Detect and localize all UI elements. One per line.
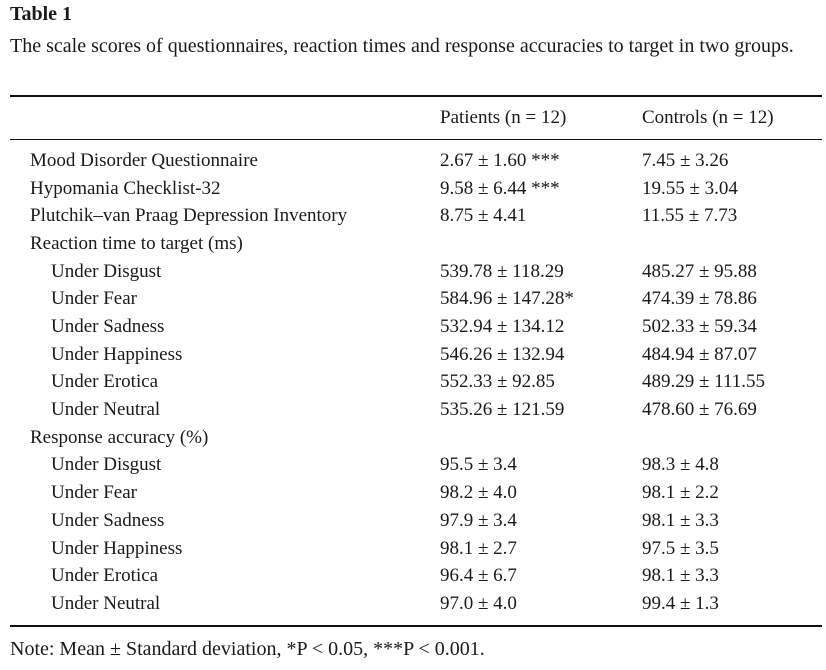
patients-value: 8.75 ± 4.41 [440,205,527,226]
row-label: Mood Disorder Questionnaire [30,150,258,171]
header-controls: Controls (n = 12) [642,107,774,128]
row-label: Under Fear [51,288,137,309]
patients-value: 539.78 ± 118.29 [440,261,564,282]
controls-value: 98.1 ± 3.3 [642,565,719,586]
table-caption-text: The scale scores of questionnaires, reac… [10,35,794,57]
table-row: Hypomania Checklist-32 9.58 ± 6.44 *** 1… [10,175,822,203]
controls-value: 502.33 ± 59.34 [642,316,757,337]
table-row: Under Sadness 97.9 ± 3.4 98.1 ± 3.3 [10,507,822,535]
table-row: Under Disgust 95.5 ± 3.4 98.3 ± 4.8 [10,451,822,479]
controls-value: 485.27 ± 95.88 [642,261,757,282]
controls-value: 484.94 ± 87.07 [642,344,757,365]
patients-value: 96.4 ± 6.7 [440,565,517,586]
table-row: Under Disgust 539.78 ± 118.29 485.27 ± 9… [10,258,822,286]
controls-value: 7.45 ± 3.26 [642,150,729,171]
table-row: Under Sadness 532.94 ± 134.12 502.33 ± 5… [10,313,822,341]
table-row: Under Neutral 535.26 ± 121.59 478.60 ± 7… [10,396,822,424]
patients-value: 9.58 ± 6.44 *** [440,178,560,199]
row-label: Under Fear [51,482,137,503]
controls-value: 19.55 ± 3.04 [642,178,738,199]
row-label: Under Disgust [51,454,162,475]
table-row: Under Fear 584.96 ± 147.28* 474.39 ± 78.… [10,285,822,313]
row-label: Under Happiness [51,538,183,559]
controls-value: 11.55 ± 7.73 [642,205,738,226]
controls-value: 98.3 ± 4.8 [642,454,719,475]
controls-value: 474.39 ± 78.86 [642,288,757,309]
row-label: Under Erotica [51,371,159,392]
patients-value: 98.2 ± 4.0 [440,482,517,503]
patients-value: 552.33 ± 92.85 [440,371,555,392]
table-row: Mood Disorder Questionnaire 2.67 ± 1.60 … [10,147,822,175]
table-row: Under Fear 98.2 ± 4.0 98.1 ± 2.2 [10,479,822,507]
row-label: Plutchik–van Praag Depression Inventory [30,205,348,226]
row-label: Under Sadness [51,316,165,337]
table-row: Plutchik–van Praag Depression Inventory … [10,202,822,230]
controls-value: 489.29 ± 111.55 [642,371,766,392]
table-row: Under Happiness 546.26 ± 132.94 484.94 ±… [10,341,822,369]
patients-value: 535.26 ± 121.59 [440,399,565,420]
table-caption-label: Table 1 [10,3,73,25]
table-row: Under Happiness 98.1 ± 2.7 97.5 ± 3.5 [10,535,822,563]
table-row: Under Erotica 552.33 ± 92.85 489.29 ± 11… [10,368,822,396]
row-label: Under Sadness [51,510,165,531]
table-row: Under Neutral 97.0 ± 4.0 99.4 ± 1.3 [10,590,822,618]
row-label: Under Erotica [51,565,159,586]
row-label: Under Happiness [51,344,183,365]
header-patients: Patients (n = 12) [440,107,567,128]
bottom-rule [10,625,822,627]
section-label: Response accuracy (%) [30,427,209,448]
patients-value: 98.1 ± 2.7 [440,538,517,559]
patients-value: 584.96 ± 147.28* [440,288,574,309]
patients-value: 546.26 ± 132.94 [440,344,565,365]
row-label: Under Disgust [51,261,162,282]
patients-value: 2.67 ± 1.60 *** [440,150,560,171]
table-row: Under Erotica 96.4 ± 6.7 98.1 ± 3.3 [10,562,822,590]
table-note: Note: Mean ± Standard deviation, *P < 0.… [10,638,485,660]
header-rule [10,139,822,140]
section-row-response-accuracy: Response accuracy (%) [10,424,822,452]
controls-value: 98.1 ± 2.2 [642,482,719,503]
patients-value: 95.5 ± 3.4 [440,454,517,475]
controls-value: 478.60 ± 76.69 [642,399,757,420]
controls-value: 98.1 ± 3.3 [642,510,719,531]
row-label: Under Neutral [51,593,161,614]
section-row-reaction-time: Reaction time to target (ms) [10,230,822,258]
controls-value: 97.5 ± 3.5 [642,538,719,559]
row-label: Under Neutral [51,399,161,420]
row-label: Hypomania Checklist-32 [30,178,221,199]
top-rule [10,95,822,97]
patients-value: 532.94 ± 134.12 [440,316,565,337]
section-label: Reaction time to target (ms) [30,233,243,254]
controls-value: 99.4 ± 1.3 [642,593,719,614]
patients-value: 97.0 ± 4.0 [440,593,517,614]
patients-value: 97.9 ± 3.4 [440,510,517,531]
